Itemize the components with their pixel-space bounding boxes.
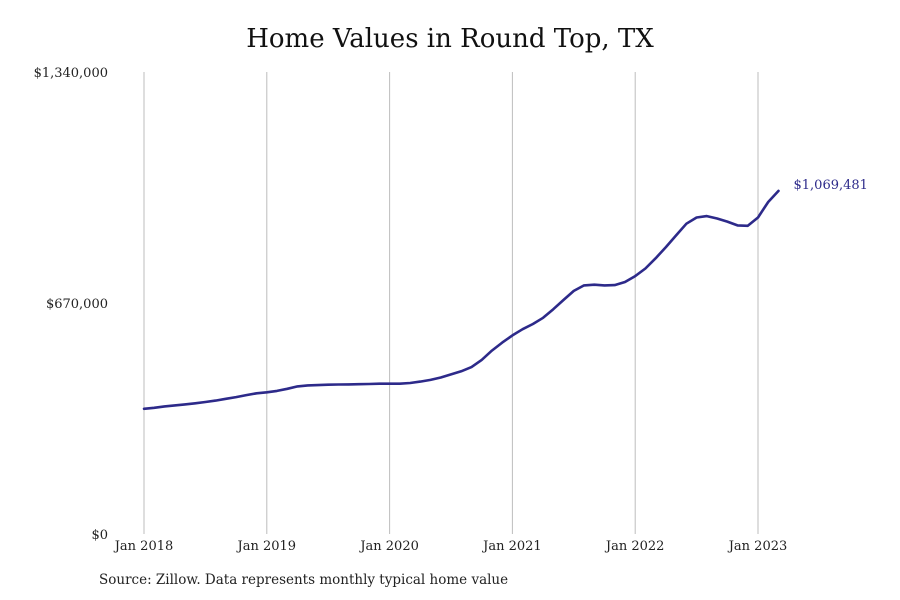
x-tick-label: Jan 2019	[236, 539, 297, 554]
source-note: Source: Zillow. Data represents monthly …	[99, 572, 509, 588]
x-axis-ticks: Jan 2018 Jan 2019 Jan 2020 Jan 2021 Jan 2022…	[113, 539, 788, 554]
grid-lines	[143, 72, 759, 534]
series-line	[142, 189, 780, 411]
end-value-label: $1,069,481	[794, 178, 868, 193]
chart-title: Home Values in Round Top, TX	[246, 24, 654, 54]
y-axis-ticks: $0 $670,000 $1,340,000	[34, 66, 108, 543]
y-tick-label: $0	[91, 528, 108, 543]
x-tick-label: Jan 2023	[727, 539, 788, 554]
x-tick-label: Jan 2021	[481, 539, 542, 554]
x-tick-label: Jan 2020	[358, 539, 419, 554]
y-tick-label: $1,340,000	[34, 66, 108, 81]
y-tick-label: $670,000	[46, 297, 108, 312]
x-tick-label: Jan 2018	[113, 539, 174, 554]
x-tick-label: Jan 2022	[604, 539, 665, 554]
